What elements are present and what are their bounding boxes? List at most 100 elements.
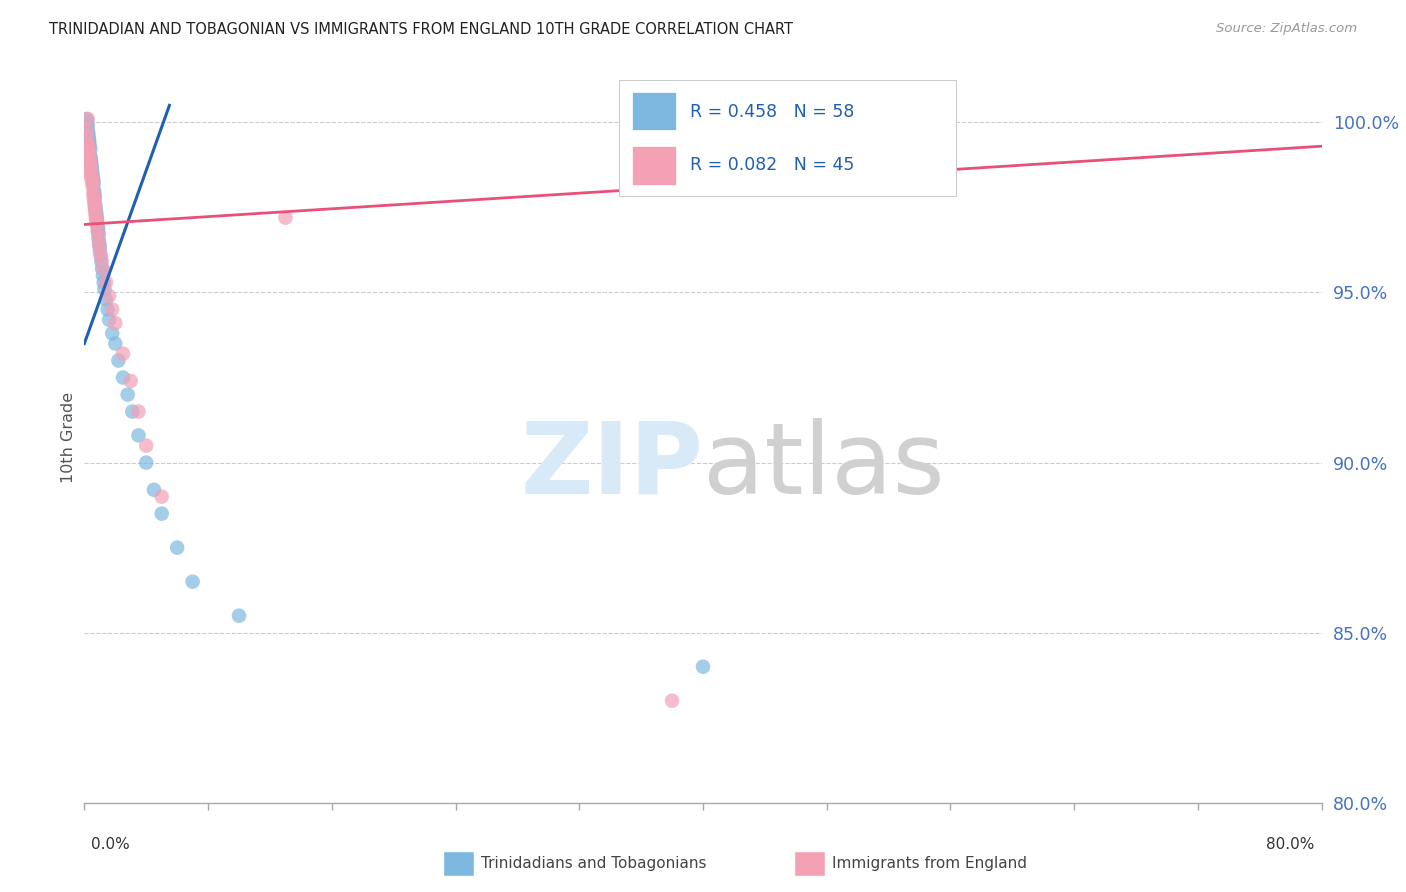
Point xyxy=(82,169,104,184)
Point xyxy=(82,173,104,187)
Point xyxy=(83,190,105,204)
Text: Immigrants from England: Immigrants from England xyxy=(832,856,1028,871)
Point xyxy=(87,238,110,252)
Point xyxy=(93,275,115,289)
Point xyxy=(79,149,101,163)
Text: atlas: atlas xyxy=(703,417,945,515)
Point xyxy=(84,197,107,211)
Point xyxy=(83,190,105,204)
Point xyxy=(89,238,111,252)
Point xyxy=(82,186,104,201)
Point xyxy=(82,177,104,191)
Point xyxy=(112,370,135,384)
Point xyxy=(82,166,104,180)
Point xyxy=(98,312,121,326)
Point xyxy=(94,275,117,289)
Text: R = 0.458   N = 58: R = 0.458 N = 58 xyxy=(689,103,853,120)
Point xyxy=(104,336,127,351)
Point xyxy=(228,608,250,623)
Point xyxy=(86,224,108,238)
Text: 0.0%: 0.0% xyxy=(91,837,131,852)
Point xyxy=(692,659,714,673)
Point xyxy=(75,166,97,180)
Point xyxy=(79,156,101,170)
Point xyxy=(86,207,108,221)
Point xyxy=(143,483,166,497)
Point xyxy=(150,507,173,521)
Point xyxy=(80,156,103,170)
Point xyxy=(274,211,297,225)
Point xyxy=(86,218,108,232)
Point xyxy=(76,122,98,136)
Point xyxy=(107,353,129,368)
Point xyxy=(86,211,108,225)
Point xyxy=(83,186,105,201)
Point xyxy=(77,126,100,140)
Point xyxy=(87,220,110,235)
Point xyxy=(135,439,157,453)
Point xyxy=(117,387,139,401)
Point xyxy=(76,128,98,143)
Point xyxy=(80,169,103,184)
Point xyxy=(166,541,188,555)
Text: 80.0%: 80.0% xyxy=(1267,837,1315,852)
Point xyxy=(82,180,104,194)
Point xyxy=(84,201,107,215)
Text: TRINIDADIAN AND TOBAGONIAN VS IMMIGRANTS FROM ENGLAND 10TH GRADE CORRELATION CHA: TRINIDADIAN AND TOBAGONIAN VS IMMIGRANTS… xyxy=(49,22,793,37)
Point xyxy=(135,456,157,470)
Point xyxy=(84,203,107,218)
Point xyxy=(80,153,103,167)
Point xyxy=(90,252,112,266)
Point xyxy=(121,404,143,418)
Point xyxy=(150,490,173,504)
Text: Trinidadians and Tobagonians: Trinidadians and Tobagonians xyxy=(481,856,706,871)
Point xyxy=(86,214,108,228)
Point xyxy=(82,173,104,187)
Point xyxy=(87,224,110,238)
Bar xyxy=(633,92,676,130)
Point xyxy=(76,136,98,150)
Point xyxy=(93,282,115,296)
Point xyxy=(76,112,98,126)
Point xyxy=(76,115,98,129)
Point xyxy=(86,214,108,228)
Point xyxy=(91,261,114,276)
Point xyxy=(86,218,108,232)
Point xyxy=(79,143,101,157)
Point xyxy=(79,153,101,167)
Point xyxy=(77,143,100,157)
Point xyxy=(128,404,150,418)
Point xyxy=(76,112,98,126)
Point xyxy=(91,268,114,283)
Point xyxy=(77,139,100,153)
Text: R = 0.082   N = 45: R = 0.082 N = 45 xyxy=(689,156,853,174)
Bar xyxy=(633,146,676,185)
Point xyxy=(77,132,100,146)
Point xyxy=(80,163,103,178)
Point xyxy=(181,574,204,589)
Point xyxy=(98,289,121,303)
Point xyxy=(90,255,112,269)
Text: ZIP: ZIP xyxy=(520,417,703,515)
Point xyxy=(77,128,100,143)
Point xyxy=(87,227,110,242)
Point xyxy=(87,235,110,249)
Point xyxy=(97,302,120,317)
Point xyxy=(79,149,101,163)
Point xyxy=(90,248,112,262)
Point xyxy=(80,160,103,174)
Point xyxy=(661,694,683,708)
Point xyxy=(104,316,127,330)
Point xyxy=(83,197,105,211)
Point xyxy=(101,326,124,341)
Point xyxy=(84,211,107,225)
Point xyxy=(89,241,111,255)
Point xyxy=(76,119,98,133)
Point xyxy=(94,293,117,307)
Point xyxy=(83,183,105,197)
Point xyxy=(76,122,98,136)
Point xyxy=(91,261,114,276)
Point xyxy=(87,231,110,245)
Point xyxy=(101,302,124,317)
Point xyxy=(83,194,105,208)
